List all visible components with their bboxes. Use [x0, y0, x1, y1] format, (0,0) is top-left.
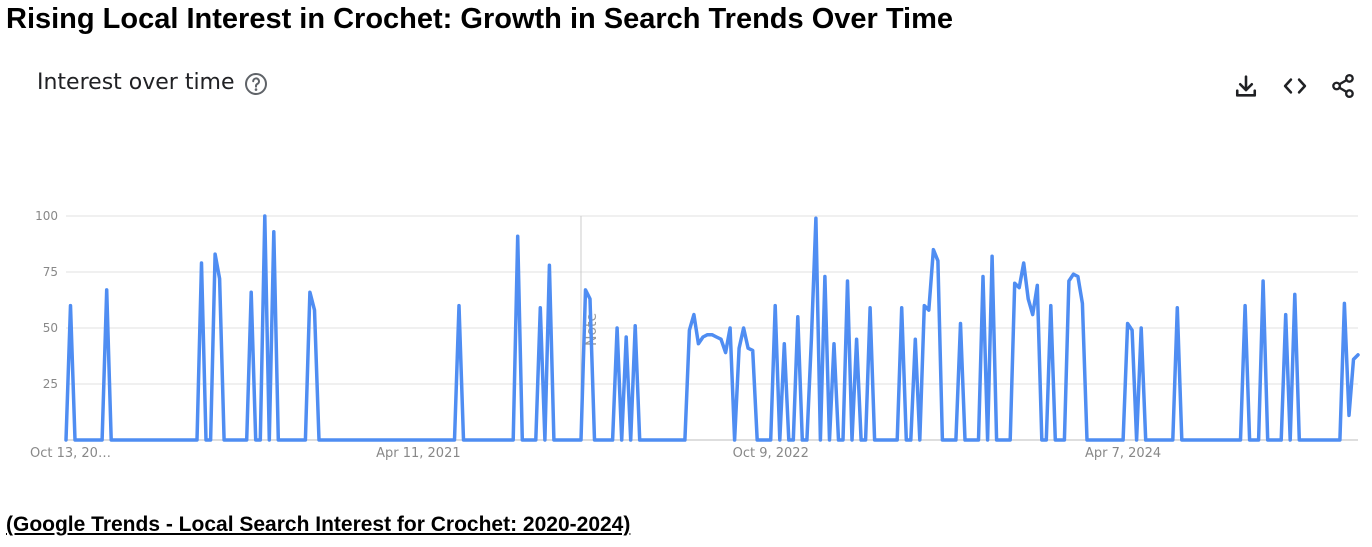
y-axis-ticks: 25 50 75 100 — [35, 209, 58, 391]
y-tick-label: 100 — [35, 209, 58, 223]
share-icon[interactable] — [1329, 72, 1357, 100]
download-icon[interactable] — [1232, 72, 1260, 100]
chart-series — [64, 214, 1360, 442]
section-title: Interest over time — [37, 70, 235, 95]
x-tick-label: Oct 13, 20… — [30, 446, 111, 461]
help-circle-icon[interactable] — [244, 72, 268, 96]
y-tick-label: 25 — [43, 377, 58, 391]
code-brackets-icon[interactable] — [1281, 72, 1309, 100]
series-line — [64, 214, 1360, 442]
x-tick-label: Apr 7, 2024 — [1085, 446, 1161, 461]
y-tick-label: 50 — [43, 321, 58, 335]
x-axis-ticks: Oct 13, 20… Apr 11, 2021 Oct 9, 2022 Apr 7,… — [30, 446, 1161, 461]
x-tick-label: Oct 9, 2022 — [733, 446, 809, 461]
source-caption[interactable]: (Google Trends - Local Search Interest f… — [6, 513, 631, 536]
x-tick-label: Apr 11, 2021 — [376, 446, 461, 461]
y-tick-label: 75 — [43, 265, 58, 279]
page-title: Rising Local Interest in Crochet: Growth… — [6, 3, 954, 35]
